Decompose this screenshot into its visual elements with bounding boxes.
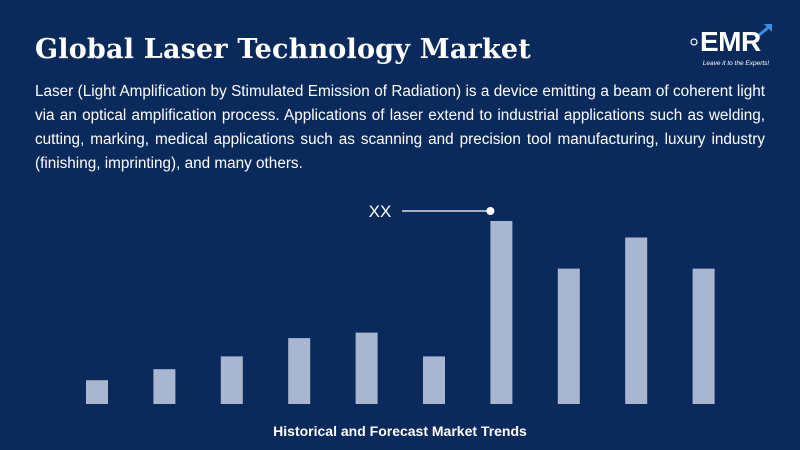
emr-logo: EMR Leave it to the Experts! [686, 20, 786, 70]
chart-bar [153, 369, 176, 404]
chart-bar [355, 332, 378, 404]
chart-bar [557, 268, 580, 404]
market-description: Laser (Light Amplification by Stimulated… [35, 83, 765, 172]
chart-bar [220, 356, 243, 404]
chart-bar [625, 237, 648, 404]
chart-caption: Historical and Forecast Market Trends [273, 423, 527, 439]
chart-bar [423, 356, 445, 404]
logo-text: EMR [700, 26, 761, 57]
annotation-label: XX [369, 202, 392, 221]
chart-bar [288, 338, 311, 404]
chart-bar [86, 380, 108, 404]
logo-tagline: Leave it to the Experts! [702, 60, 770, 67]
chart-bar [490, 221, 513, 404]
logo-arrow-icon [690, 24, 772, 46]
chart-bar [692, 268, 715, 404]
page-title: Global Laser Technology Market [35, 34, 531, 65]
bar-chart: XX [86, 202, 715, 404]
annotation-dot [486, 207, 495, 215]
